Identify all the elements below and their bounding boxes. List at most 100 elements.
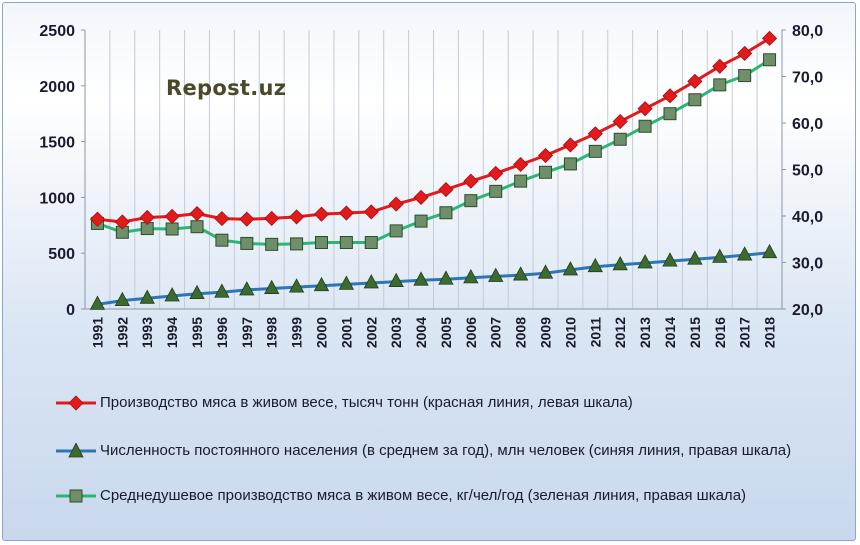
data-point-triangle xyxy=(612,255,628,271)
series-lines xyxy=(96,37,771,306)
right-tick-label: 40,0 xyxy=(792,209,823,226)
data-point-triangle xyxy=(139,289,155,304)
data-point-square xyxy=(364,236,378,250)
data-point-triangle xyxy=(761,243,778,259)
data-point-square xyxy=(489,184,503,198)
legend-item-meat-production: Производство мяса в живом весе, тысяч то… xyxy=(56,393,846,415)
data-point-triangle xyxy=(438,270,454,285)
data-point-triangle xyxy=(512,266,529,281)
data-point-diamond xyxy=(214,211,230,227)
left-tick-label: 500 xyxy=(48,246,75,263)
data-point-square xyxy=(613,132,627,146)
data-point-diamond xyxy=(413,189,429,205)
data-point-square xyxy=(389,224,403,238)
legend-label-per-capita: Среднедушевое производство мяса в живом … xyxy=(100,487,747,504)
data-point-diamond xyxy=(338,205,354,221)
data-point-diamond xyxy=(712,58,728,74)
data-point-square xyxy=(563,157,577,171)
series-line-diamond xyxy=(97,37,771,224)
left-axis-ticks: 0 500 1000 1500 2000 2500 xyxy=(39,23,75,319)
data-point-triangle xyxy=(164,287,180,302)
data-point-square xyxy=(339,236,353,250)
x-tick-label: 1994 xyxy=(164,317,180,348)
data-point-square xyxy=(588,144,602,158)
data-point-diamond xyxy=(737,45,753,62)
data-point-triangle xyxy=(288,278,305,293)
legend-marker-blue-triangle xyxy=(56,443,96,458)
legend-label-meat-production: Производство мяса в живом весе, тысяч то… xyxy=(100,394,633,411)
right-tick-label: 70,0 xyxy=(792,70,823,87)
data-point-diamond xyxy=(488,165,504,181)
x-tick-label: 1995 xyxy=(189,317,205,348)
data-point-triangle xyxy=(214,283,230,298)
x-tick-label: 2003 xyxy=(388,317,404,348)
x-tick-label: 2010 xyxy=(562,317,578,348)
data-point-square xyxy=(190,220,204,234)
data-point-square xyxy=(638,119,652,133)
data-point-square xyxy=(215,233,229,247)
data-point-square xyxy=(265,237,279,251)
data-point-diamond xyxy=(164,208,180,224)
data-point-diamond xyxy=(562,137,578,153)
data-point-square xyxy=(240,236,254,250)
series-line-triangle xyxy=(97,251,770,306)
x-tick-label: 2001 xyxy=(338,317,354,348)
data-point-diamond xyxy=(687,73,703,89)
data-point-triangle xyxy=(89,295,106,310)
x-tick-label: 1991 xyxy=(89,317,105,348)
data-point-diamond xyxy=(587,126,603,142)
data-point-square xyxy=(738,69,752,83)
legend-marker-red-diamond xyxy=(56,395,96,411)
data-point-diamond xyxy=(513,156,529,173)
legend-marker-green-square xyxy=(56,489,96,503)
right-axis-ticks: 20,0 30,0 40,0 50,0 60,0 70,0 80,0 xyxy=(792,23,823,319)
data-point-square xyxy=(439,206,453,220)
data-point-triangle xyxy=(313,276,330,292)
x-tick-label: 2013 xyxy=(637,317,653,348)
x-tick-label: 1998 xyxy=(264,317,280,348)
right-tick-label: 20,0 xyxy=(792,302,823,319)
x-tick-label: 1993 xyxy=(139,317,155,348)
data-point-diamond xyxy=(463,173,479,189)
data-point-triangle xyxy=(463,269,479,284)
data-point-square xyxy=(713,78,727,92)
left-tick-label: 2500 xyxy=(39,23,75,40)
data-point-diamond xyxy=(239,211,255,227)
data-point-diamond xyxy=(189,206,205,222)
left-tick-label: 0 xyxy=(66,302,75,319)
right-tick-label: 80,0 xyxy=(792,23,823,40)
data-point-triangle xyxy=(537,264,554,279)
data-point-triangle xyxy=(488,267,504,282)
x-axis-ticks: 1991 1992 1993 1994 1995 1996 1997 1998 1999 2000… xyxy=(89,317,777,348)
x-tick-label: 2011 xyxy=(587,317,603,348)
x-tick-label: 2004 xyxy=(413,317,429,348)
data-point-diamond xyxy=(363,204,379,220)
data-point-triangle xyxy=(687,250,703,265)
data-point-triangle xyxy=(239,281,255,296)
data-point-diamond xyxy=(438,182,454,198)
data-point-triangle xyxy=(338,275,355,290)
data-point-square xyxy=(165,222,179,236)
data-point-square xyxy=(514,174,528,188)
x-tick-label: 1996 xyxy=(214,317,230,348)
x-tick-label: 2018 xyxy=(762,317,778,348)
x-tick-label: 2017 xyxy=(737,317,753,348)
series-markers xyxy=(89,30,778,310)
data-point-square xyxy=(663,107,677,121)
x-tick-label: 1997 xyxy=(239,317,255,348)
gridlines xyxy=(84,30,783,309)
legend-item-per-capita: Среднедушевое производство мяса в живом … xyxy=(56,486,846,526)
data-point-triangle xyxy=(413,271,429,286)
x-tick-label: 1999 xyxy=(289,317,305,348)
data-point-diamond xyxy=(89,211,106,227)
data-point-square xyxy=(464,194,478,208)
left-tick-label: 1500 xyxy=(39,135,75,152)
data-point-square xyxy=(688,93,702,107)
data-point-diamond xyxy=(289,209,305,225)
x-tick-label: 2007 xyxy=(488,317,504,348)
data-point-triangle xyxy=(587,257,603,273)
data-point-triangle xyxy=(712,248,728,263)
right-tick-label: 50,0 xyxy=(792,163,823,180)
x-tick-label: 2005 xyxy=(438,317,454,348)
